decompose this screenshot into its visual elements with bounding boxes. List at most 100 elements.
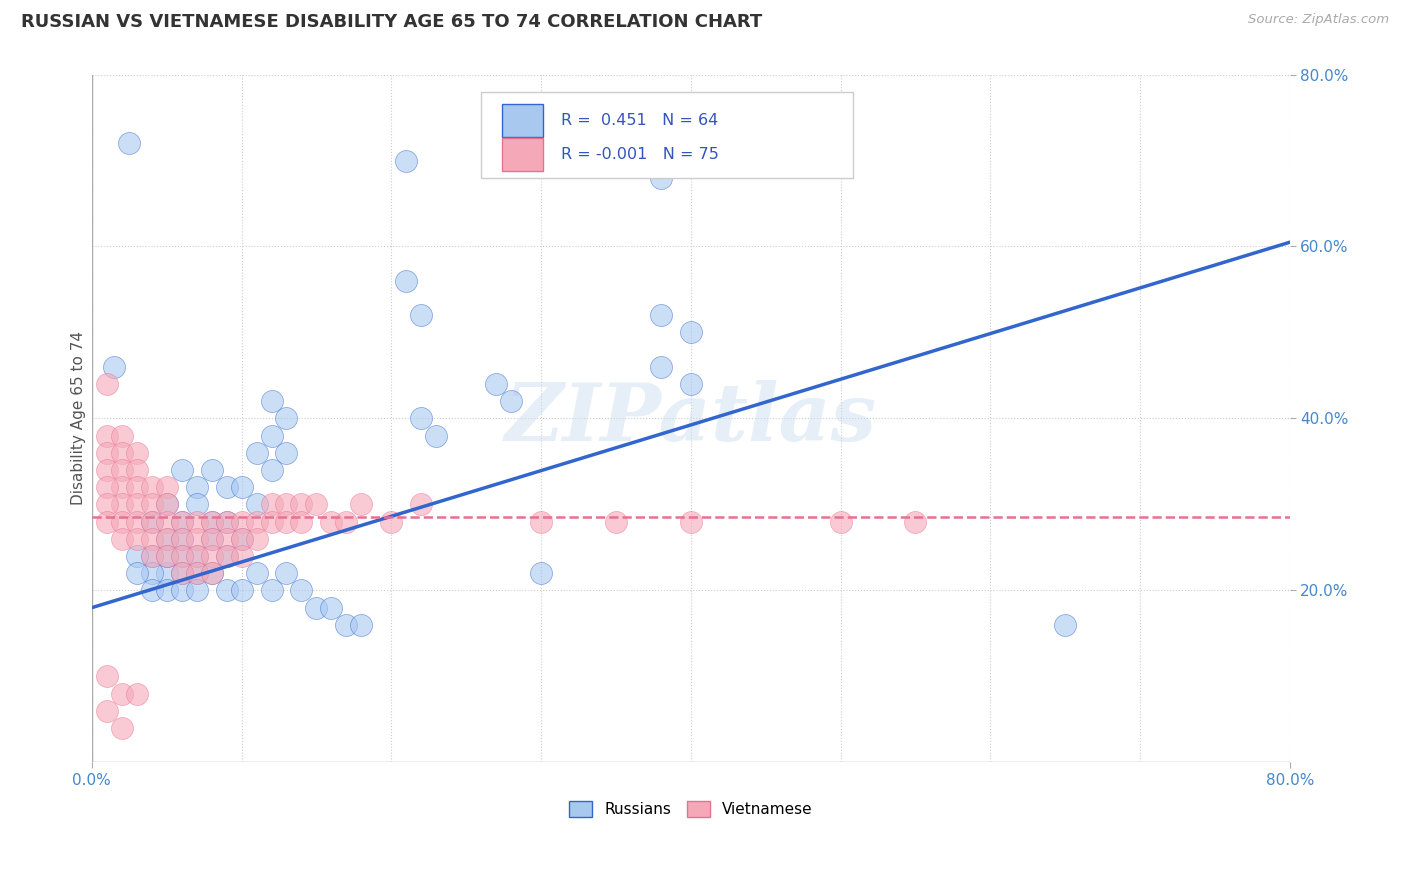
Point — [679, 515, 702, 529]
Point — [260, 498, 283, 512]
Point — [231, 515, 253, 529]
Point — [245, 498, 267, 512]
Point — [679, 377, 702, 392]
Point — [231, 549, 253, 563]
Text: RUSSIAN VS VIETNAMESE DISABILITY AGE 65 TO 74 CORRELATION CHART: RUSSIAN VS VIETNAMESE DISABILITY AGE 65 … — [21, 13, 762, 31]
Point — [276, 498, 298, 512]
Point — [215, 549, 238, 563]
Legend: Russians, Vietnamese: Russians, Vietnamese — [564, 796, 818, 823]
Point — [201, 549, 224, 563]
Point — [650, 170, 672, 185]
Point — [231, 532, 253, 546]
Point — [170, 549, 193, 563]
Point — [305, 498, 328, 512]
Point — [141, 498, 163, 512]
Point — [156, 566, 179, 581]
Text: ZIPatlas: ZIPatlas — [505, 380, 877, 458]
Point — [111, 480, 134, 494]
Point — [201, 532, 224, 546]
Point — [125, 446, 148, 460]
Point — [380, 515, 402, 529]
Point — [1054, 618, 1077, 632]
Point — [186, 515, 208, 529]
Point — [201, 566, 224, 581]
Point — [321, 515, 343, 529]
Point — [485, 377, 508, 392]
Point — [215, 515, 238, 529]
Point — [141, 515, 163, 529]
Point — [231, 583, 253, 598]
Point — [156, 515, 179, 529]
Point — [141, 515, 163, 529]
Point — [170, 549, 193, 563]
Point — [335, 515, 357, 529]
Point — [501, 394, 523, 409]
Point — [395, 153, 418, 168]
Point — [186, 566, 208, 581]
Point — [156, 532, 179, 546]
Point — [170, 515, 193, 529]
Point — [395, 274, 418, 288]
Point — [350, 618, 373, 632]
Point — [290, 515, 312, 529]
Point — [290, 583, 312, 598]
Point — [156, 549, 179, 563]
Point — [425, 428, 447, 442]
Point — [170, 566, 193, 581]
Point — [215, 532, 238, 546]
Point — [245, 515, 267, 529]
Point — [350, 498, 373, 512]
Point — [215, 515, 238, 529]
Point — [530, 515, 553, 529]
Point — [156, 583, 179, 598]
Point — [650, 308, 672, 322]
Point — [111, 428, 134, 442]
Point — [276, 446, 298, 460]
FancyBboxPatch shape — [502, 104, 544, 137]
Point — [201, 566, 224, 581]
Point — [103, 359, 125, 374]
Point — [141, 549, 163, 563]
Point — [156, 498, 179, 512]
FancyBboxPatch shape — [502, 138, 544, 171]
Point — [530, 566, 553, 581]
Point — [260, 428, 283, 442]
Point — [605, 515, 627, 529]
Point — [141, 480, 163, 494]
Point — [321, 600, 343, 615]
Point — [186, 566, 208, 581]
Point — [156, 498, 179, 512]
Point — [156, 480, 179, 494]
Point — [201, 515, 224, 529]
Point — [96, 515, 118, 529]
Point — [830, 515, 852, 529]
Point — [201, 463, 224, 477]
Point — [96, 428, 118, 442]
Point — [231, 480, 253, 494]
Point — [111, 446, 134, 460]
Point — [111, 515, 134, 529]
Point — [96, 446, 118, 460]
Point — [141, 549, 163, 563]
Point — [96, 377, 118, 392]
Point — [186, 532, 208, 546]
Point — [125, 532, 148, 546]
Point — [111, 687, 134, 701]
Point — [245, 532, 267, 546]
Point — [215, 480, 238, 494]
Point — [245, 446, 267, 460]
Point — [141, 566, 163, 581]
Point — [111, 498, 134, 512]
Point — [276, 566, 298, 581]
Point — [290, 498, 312, 512]
Point — [125, 687, 148, 701]
Point — [170, 532, 193, 546]
Point — [904, 515, 927, 529]
Point — [125, 480, 148, 494]
Point — [125, 498, 148, 512]
Point — [96, 498, 118, 512]
Text: R =  0.451   N = 64: R = 0.451 N = 64 — [561, 113, 718, 128]
Point — [411, 411, 433, 425]
Point — [411, 498, 433, 512]
Point — [276, 411, 298, 425]
